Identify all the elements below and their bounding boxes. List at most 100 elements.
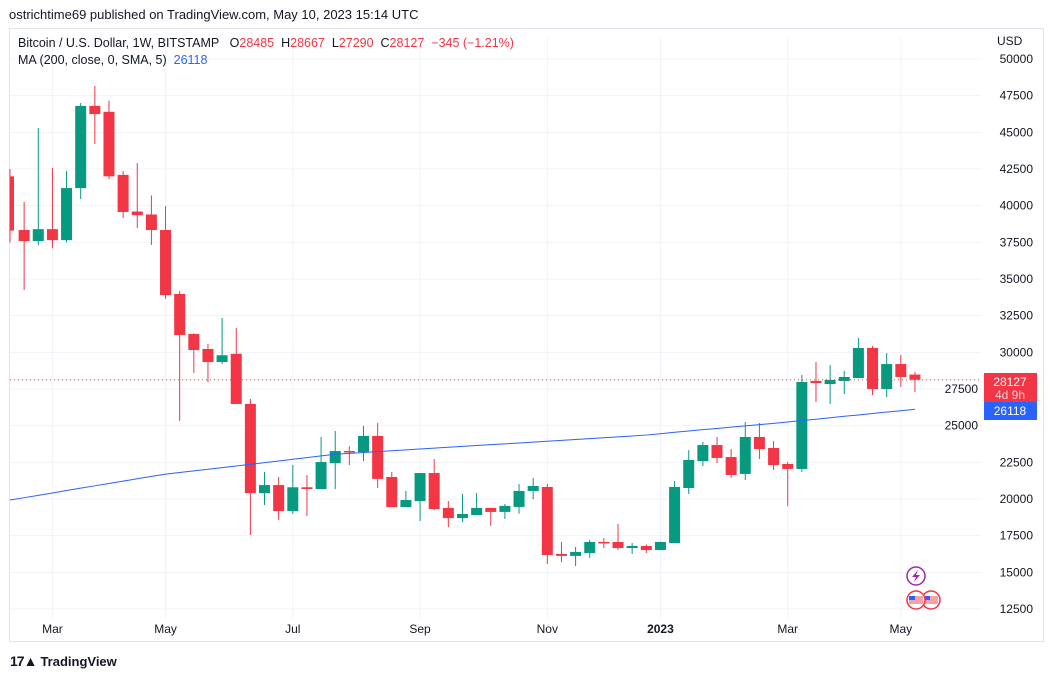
lightning-event-icon[interactable] xyxy=(906,566,926,586)
candle[interactable] xyxy=(174,291,186,421)
candle[interactable] xyxy=(386,472,398,508)
price-tick-label: 30000 xyxy=(1000,345,1034,359)
price-axis: 12500 15000 17500 20000 22500 25000 27500 30000… xyxy=(945,52,1034,616)
candle[interactable] xyxy=(570,546,582,567)
candle[interactable] xyxy=(89,85,101,145)
price-tick-label: 45000 xyxy=(1000,125,1034,139)
candle-body xyxy=(216,355,228,363)
candle-body xyxy=(626,545,638,548)
price-tick-label: 27500 xyxy=(945,382,979,396)
candle[interactable] xyxy=(471,492,483,515)
candle[interactable] xyxy=(358,425,369,462)
candle[interactable] xyxy=(301,474,313,517)
candle[interactable] xyxy=(867,346,879,396)
candle-body xyxy=(301,487,313,490)
candle[interactable] xyxy=(216,318,228,365)
candle[interactable] xyxy=(711,436,723,464)
candle[interactable] xyxy=(739,422,751,480)
candle-body xyxy=(570,551,582,556)
candle[interactable] xyxy=(725,448,737,479)
candle[interactable] xyxy=(428,458,440,511)
price-tick-label: 22500 xyxy=(1000,455,1034,469)
candle[interactable] xyxy=(131,163,143,229)
candle[interactable] xyxy=(753,423,765,459)
candle[interactable] xyxy=(202,343,214,382)
candle[interactable] xyxy=(485,507,497,526)
candle-body xyxy=(202,348,214,363)
time-tick-label: Mar xyxy=(42,622,63,636)
candle-body xyxy=(343,451,355,453)
candle[interactable] xyxy=(259,472,271,506)
price-tick-label: 20000 xyxy=(1000,492,1034,506)
currency-label[interactable]: USD xyxy=(997,34,1023,48)
candle[interactable] xyxy=(654,541,666,551)
candle[interactable] xyxy=(145,195,157,245)
candle[interactable] xyxy=(103,100,115,180)
candle[interactable] xyxy=(513,484,525,514)
price-tick-label: 12500 xyxy=(1000,602,1034,616)
candle-body xyxy=(428,473,440,509)
candle[interactable] xyxy=(32,127,44,246)
price-tick-label: 15000 xyxy=(1000,565,1034,579)
candle[interactable] xyxy=(61,171,73,243)
candle[interactable] xyxy=(824,365,836,404)
candle[interactable] xyxy=(640,544,652,553)
last-price-tag: 28127 4d 9h 26118 xyxy=(984,373,1037,420)
candle-body xyxy=(358,435,369,453)
candle-body xyxy=(442,507,454,519)
candle[interactable] xyxy=(838,370,850,394)
candle[interactable] xyxy=(796,374,808,473)
time-tick-label: Sep xyxy=(409,622,431,636)
candle[interactable] xyxy=(315,436,327,490)
candle[interactable] xyxy=(555,541,567,563)
candle[interactable] xyxy=(273,477,285,520)
candle[interactable] xyxy=(697,441,709,467)
candle[interactable] xyxy=(160,206,172,299)
candle-body xyxy=(456,513,468,519)
candle[interactable] xyxy=(46,167,58,249)
candle[interactable] xyxy=(810,362,822,403)
candle-body xyxy=(89,105,101,115)
candle-body xyxy=(103,111,115,177)
candle[interactable] xyxy=(400,490,412,508)
time-tick-label: Nov xyxy=(537,622,558,636)
candle[interactable] xyxy=(527,478,539,500)
candle[interactable] xyxy=(584,539,596,558)
candle[interactable] xyxy=(626,543,638,555)
candle[interactable] xyxy=(456,494,468,523)
ma-label[interactable]: MA (200, close, 0, SMA, 5) xyxy=(18,53,167,67)
candle[interactable] xyxy=(782,462,794,507)
candle[interactable] xyxy=(881,353,893,398)
us-flag-event-icon[interactable] xyxy=(906,590,941,610)
candle[interactable] xyxy=(244,398,256,535)
time-tick-label: May xyxy=(154,622,177,636)
candle[interactable] xyxy=(372,423,384,489)
open-value: 28485 xyxy=(239,36,275,50)
candle[interactable] xyxy=(287,464,299,514)
candle[interactable] xyxy=(188,333,200,373)
candle[interactable] xyxy=(895,354,907,387)
candle[interactable] xyxy=(75,103,87,200)
candle[interactable] xyxy=(414,473,426,522)
candle[interactable] xyxy=(442,501,454,528)
candle[interactable] xyxy=(541,484,553,564)
candle-body xyxy=(753,436,765,449)
candle[interactable] xyxy=(329,430,341,490)
candle[interactable] xyxy=(117,171,129,219)
candle[interactable] xyxy=(18,202,30,291)
candle[interactable] xyxy=(909,371,921,393)
candle-body xyxy=(145,214,157,231)
candle[interactable] xyxy=(343,446,355,465)
candle[interactable] xyxy=(9,169,14,243)
symbol-title[interactable]: Bitcoin / U.S. Dollar, 1W, BITSTAMP xyxy=(18,36,220,50)
candle[interactable] xyxy=(499,503,511,519)
candle[interactable] xyxy=(598,538,610,548)
candle[interactable] xyxy=(683,450,695,495)
candle-body xyxy=(895,364,907,377)
candle[interactable] xyxy=(669,480,681,544)
candle[interactable] xyxy=(612,524,624,551)
candle[interactable] xyxy=(768,441,780,470)
candle[interactable] xyxy=(230,327,242,404)
candle[interactable] xyxy=(852,337,864,379)
